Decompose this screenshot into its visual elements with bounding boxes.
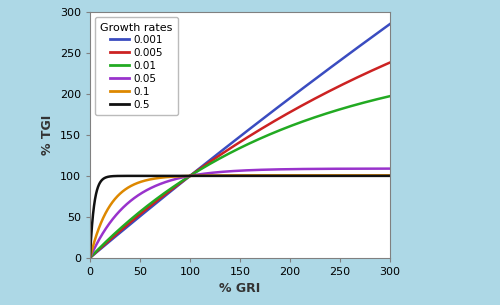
0.01 [215, 158, 221, 161]
0.5 [87, 256, 93, 260]
0.05 [121, 205, 127, 208]
0.05 [387, 167, 393, 170]
Line: 0.001: 0.001 [90, 24, 390, 258]
0.001 [349, 50, 355, 54]
Line: 0.01: 0.01 [90, 96, 390, 258]
0.01 [139, 208, 145, 212]
0.01 [202, 165, 208, 169]
0.5 [349, 174, 355, 178]
0.5 [387, 174, 393, 178]
0.001 [121, 228, 127, 231]
0.005 [87, 256, 93, 260]
0.05 [202, 172, 208, 175]
0.1 [121, 188, 127, 192]
0.1 [139, 180, 145, 183]
0.05 [215, 170, 221, 174]
0.005 [139, 211, 145, 214]
0.005 [202, 163, 208, 167]
Line: 0.5: 0.5 [90, 176, 390, 258]
0.01 [387, 94, 393, 98]
0.5 [139, 174, 145, 178]
0.001 [381, 27, 387, 30]
0.5 [234, 174, 240, 178]
0.01 [121, 223, 127, 227]
0.1 [349, 174, 355, 177]
0.05 [381, 167, 387, 170]
0.1 [381, 174, 387, 177]
0.1 [202, 174, 208, 178]
0.1 [215, 174, 221, 177]
0.001 [387, 22, 393, 26]
0.001 [215, 152, 221, 156]
0.1 [387, 174, 393, 177]
0.05 [87, 256, 93, 260]
X-axis label: % GRI: % GRI [220, 282, 260, 295]
0.005 [215, 155, 221, 158]
0.5 [381, 174, 387, 178]
Legend: 0.001, 0.005, 0.01, 0.05, 0.1, 0.5: 0.001, 0.005, 0.01, 0.05, 0.1, 0.5 [95, 17, 178, 115]
0.05 [139, 191, 145, 195]
0.005 [387, 61, 393, 64]
0.1 [87, 256, 93, 260]
0.001 [139, 213, 145, 217]
0.5 [215, 174, 221, 178]
0.01 [87, 256, 93, 260]
Line: 0.1: 0.1 [90, 175, 390, 258]
0.005 [381, 63, 387, 67]
Line: 0.05: 0.05 [90, 169, 390, 258]
0.5 [121, 174, 127, 178]
0.001 [87, 256, 93, 260]
0.5 [202, 174, 208, 178]
Line: 0.005: 0.005 [90, 63, 390, 258]
0.005 [349, 78, 355, 82]
0.01 [381, 96, 387, 99]
0.01 [349, 104, 355, 108]
0.001 [202, 162, 208, 166]
0.05 [349, 167, 355, 170]
0.005 [121, 226, 127, 229]
Y-axis label: % TGI: % TGI [42, 115, 54, 155]
